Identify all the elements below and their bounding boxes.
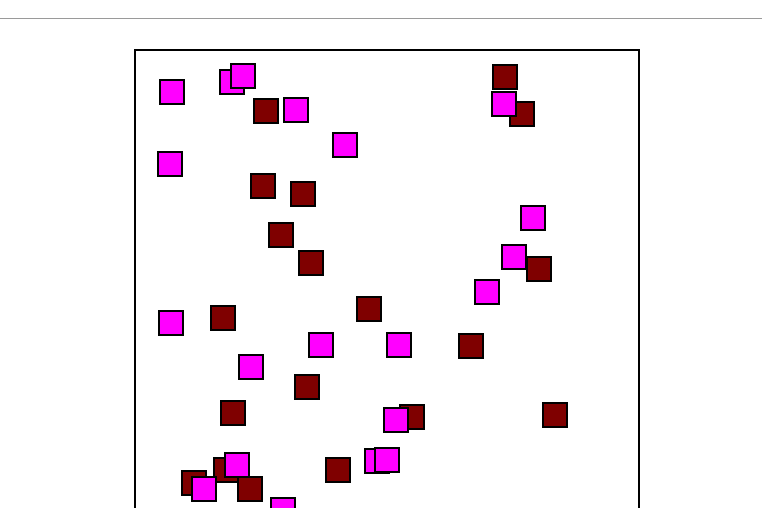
dark-tile[interactable] (298, 250, 324, 276)
bright-tile[interactable] (520, 205, 546, 231)
bright-tile[interactable] (308, 332, 334, 358)
dark-tile[interactable] (325, 457, 351, 483)
bright-tile[interactable] (224, 452, 250, 478)
dark-tile[interactable] (458, 333, 484, 359)
bright-tile[interactable] (383, 407, 409, 433)
bright-tile[interactable] (501, 244, 527, 270)
top-divider (0, 18, 762, 19)
bright-tile[interactable] (230, 63, 256, 89)
dark-tile[interactable] (294, 374, 320, 400)
bright-tile[interactable] (191, 476, 217, 502)
bright-tile[interactable] (157, 151, 183, 177)
game-board[interactable] (134, 49, 640, 508)
dark-tile[interactable] (253, 98, 279, 124)
dark-tile[interactable] (250, 173, 276, 199)
bright-tile[interactable] (386, 332, 412, 358)
bright-tile[interactable] (159, 79, 185, 105)
dark-tile[interactable] (492, 64, 518, 90)
dark-tile[interactable] (210, 305, 236, 331)
dark-tile[interactable] (220, 400, 246, 426)
bright-tile[interactable] (474, 279, 500, 305)
bright-tile[interactable] (270, 497, 296, 508)
dark-tile[interactable] (237, 476, 263, 502)
bright-tile[interactable] (158, 310, 184, 336)
dark-tile[interactable] (526, 256, 552, 282)
bright-tile[interactable] (332, 132, 358, 158)
bright-tile[interactable] (238, 354, 264, 380)
bright-tile[interactable] (283, 97, 309, 123)
dark-tile[interactable] (268, 222, 294, 248)
dark-tile[interactable] (542, 402, 568, 428)
bright-tile[interactable] (491, 91, 517, 117)
dark-tile[interactable] (290, 181, 316, 207)
bright-tile[interactable] (374, 447, 400, 473)
dark-tile[interactable] (356, 296, 382, 322)
